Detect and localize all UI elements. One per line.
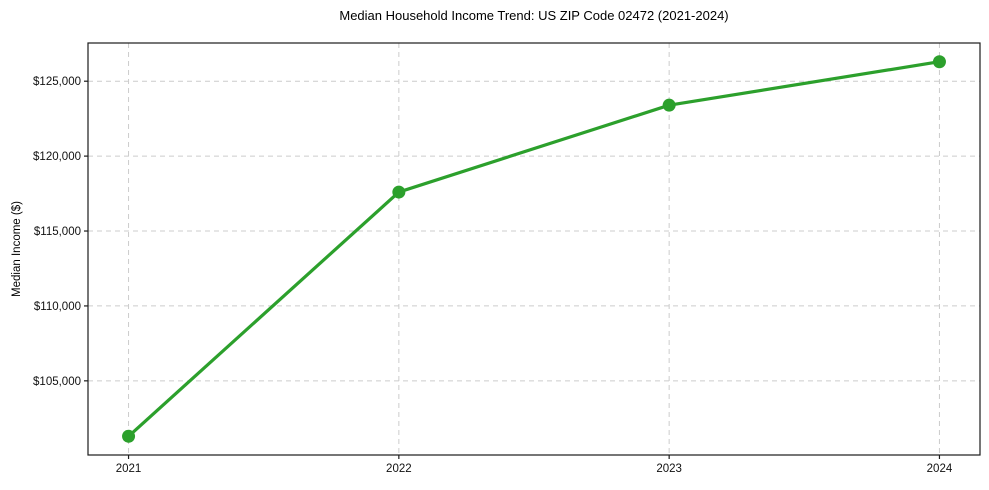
plot-border — [87, 42, 981, 456]
chart-title: Median Household Income Trend: US ZIP Co… — [339, 8, 729, 23]
y-tick-label: $105,000 — [33, 376, 81, 388]
x-tick-label: 2021 — [116, 463, 142, 475]
data-point — [392, 185, 406, 199]
y-tick-label: $120,000 — [33, 151, 81, 163]
y-tick-label: $125,000 — [33, 76, 81, 88]
data-point — [122, 429, 136, 443]
y-tick-label: $115,000 — [34, 226, 81, 238]
trend-line — [126, 60, 942, 438]
y-axis-label: Median Income ($) — [11, 201, 23, 297]
x-tick-label: 2024 — [927, 463, 953, 475]
x-tick-label: 2022 — [386, 463, 412, 475]
x-tick-label: 2023 — [656, 463, 682, 475]
y-tick-label: $110,000 — [34, 301, 81, 313]
data-point — [932, 55, 946, 69]
data-point — [662, 98, 676, 112]
